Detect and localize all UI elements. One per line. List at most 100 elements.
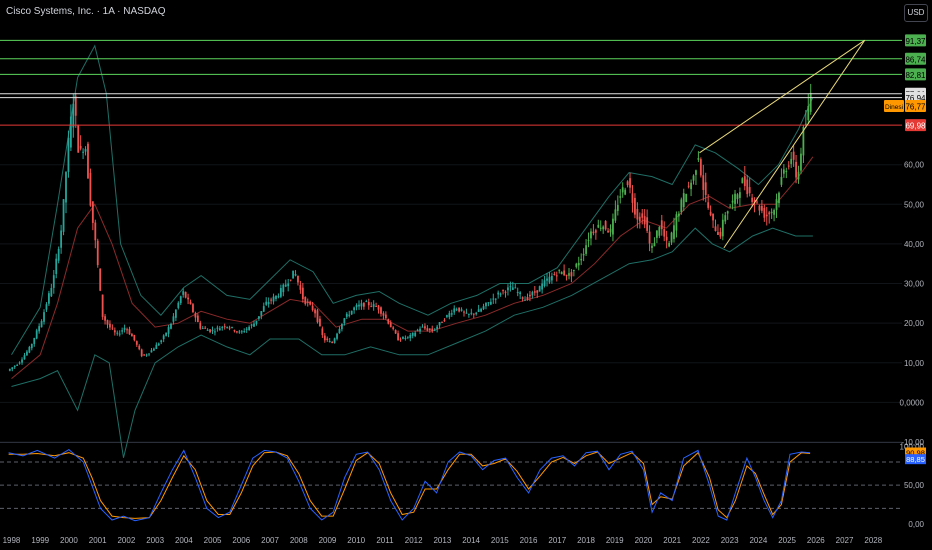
candle-body	[21, 359, 23, 363]
stoch-k-line	[8, 448, 811, 522]
candle-body	[201, 328, 204, 330]
candle-body	[341, 323, 343, 330]
candle-body	[756, 201, 758, 203]
candle-body	[792, 151, 795, 160]
time-axis-label: 2008	[290, 536, 308, 545]
time-axis-label: 1998	[3, 536, 21, 545]
candle-body	[160, 340, 163, 343]
candle-body	[553, 274, 556, 276]
candle-body	[568, 273, 570, 276]
candle-body	[43, 312, 45, 322]
candle-body	[255, 320, 258, 324]
horizontal-levels[interactable]	[0, 39, 902, 126]
candle-body	[348, 314, 351, 316]
candle-body	[663, 229, 666, 237]
candle-body	[138, 345, 141, 350]
candle-body	[399, 339, 402, 341]
candle-body	[778, 192, 780, 204]
level-tag	[905, 68, 926, 81]
price-tag	[905, 100, 926, 113]
candle-body	[65, 172, 67, 203]
candle-body	[170, 323, 172, 329]
candle-body	[658, 227, 661, 236]
time-axis-label: 2014	[462, 536, 480, 545]
candle-body	[797, 171, 800, 180]
candle-body	[282, 284, 285, 293]
candle-body	[543, 280, 546, 286]
candle-body	[360, 303, 363, 307]
time-axis-label: 2009	[319, 536, 337, 545]
candle-body	[492, 298, 495, 300]
candle-body	[526, 296, 529, 300]
candle-body	[443, 320, 446, 322]
candle-body	[453, 308, 456, 313]
candle-body	[406, 336, 409, 338]
grid-layer	[0, 164, 902, 443]
candle-body	[739, 192, 741, 198]
candle-body	[150, 350, 153, 353]
candle-body	[50, 287, 53, 297]
candle-body	[184, 291, 187, 298]
candle-body	[96, 240, 99, 266]
candle-body	[548, 276, 551, 283]
candle-body	[118, 333, 121, 335]
candle-body	[651, 245, 653, 248]
candle-body	[619, 196, 622, 198]
candle-body	[551, 275, 553, 281]
time-axis-label: 1999	[31, 536, 49, 545]
candle-body	[802, 127, 805, 156]
candle-body	[370, 306, 373, 308]
price-axis-label: 20,00	[904, 319, 925, 328]
candle-body	[323, 335, 326, 341]
candle-body	[87, 143, 89, 179]
time-axis-label: 2025	[778, 536, 796, 545]
candle-body	[775, 199, 778, 210]
currency-button[interactable]: USD	[904, 4, 928, 22]
candle-body	[509, 286, 512, 288]
candle-body	[238, 331, 241, 333]
candle-body	[79, 145, 82, 149]
candle-body	[743, 176, 746, 187]
candle-body	[436, 326, 439, 329]
candle-body	[660, 220, 663, 230]
time-axis-label: 2023	[721, 536, 739, 545]
candle-body	[204, 327, 207, 329]
candle-body	[121, 330, 124, 332]
candle-body	[770, 211, 773, 214]
candle-body	[267, 302, 270, 305]
candle-body	[582, 253, 585, 256]
candle-body	[126, 329, 128, 331]
candle-body	[404, 338, 407, 340]
candle-body	[248, 326, 251, 330]
candle-body	[262, 306, 265, 312]
candle-body	[140, 349, 143, 357]
candle-body	[206, 329, 209, 331]
candle-body	[52, 275, 55, 288]
candle-body	[809, 92, 812, 112]
trendlines[interactable]	[699, 39, 866, 249]
candle-body	[33, 338, 36, 344]
stoch-axis-label: 100,00	[900, 443, 925, 452]
candle-body	[682, 193, 685, 208]
candle-series	[8, 83, 812, 372]
time-axis-label: 2013	[433, 536, 451, 545]
candle-body	[162, 335, 165, 340]
time-axis-label: 2015	[491, 536, 509, 545]
candle-body	[753, 199, 756, 204]
countdown-tag-label: Dinesi	[885, 104, 903, 111]
candle-body	[284, 284, 287, 287]
candle-body	[638, 216, 641, 222]
candle-body	[411, 332, 414, 336]
candle-body	[646, 217, 649, 231]
candle-body	[353, 307, 356, 311]
candle-body	[485, 302, 487, 307]
trendline	[699, 39, 865, 154]
candle-body	[194, 313, 197, 318]
candle-body	[446, 315, 448, 317]
candle-body	[597, 224, 600, 228]
bollinger-upper-line	[11, 44, 814, 356]
candle-body	[414, 332, 417, 336]
candle-body	[301, 287, 304, 300]
candle-body	[11, 367, 14, 370]
